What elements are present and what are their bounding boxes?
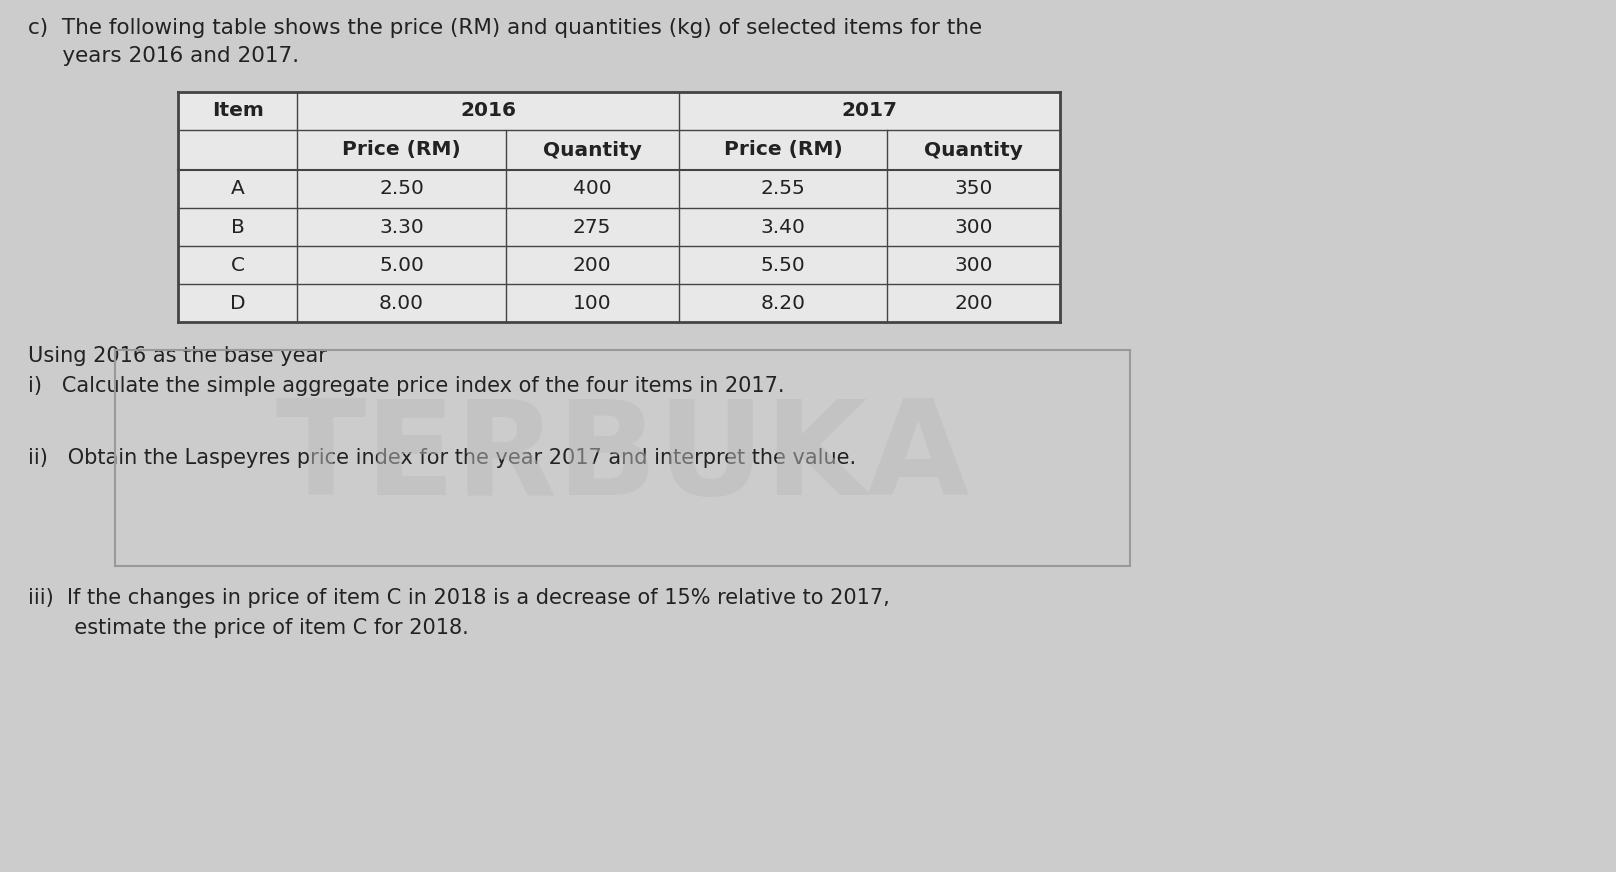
Text: ii)   Obtain the Laspeyres price index for the year 2017 and interpret the value: ii) Obtain the Laspeyres price index for… xyxy=(27,448,856,468)
Text: 300: 300 xyxy=(955,255,992,275)
Text: 350: 350 xyxy=(955,180,992,199)
Text: 275: 275 xyxy=(574,217,611,236)
Text: 5.00: 5.00 xyxy=(380,255,423,275)
Text: Quantity: Quantity xyxy=(924,140,1023,160)
Text: 3.30: 3.30 xyxy=(380,217,423,236)
Text: i)   Calculate the simple aggregate price index of the four items in 2017.: i) Calculate the simple aggregate price … xyxy=(27,376,784,396)
Text: Using 2016 as the base year: Using 2016 as the base year xyxy=(27,346,326,366)
Text: 300: 300 xyxy=(955,217,992,236)
Text: TERBUKA: TERBUKA xyxy=(275,394,970,521)
Text: 2017: 2017 xyxy=(842,101,897,120)
Text: 5.50: 5.50 xyxy=(761,255,805,275)
Text: years 2016 and 2017.: years 2016 and 2017. xyxy=(27,46,299,66)
Text: Quantity: Quantity xyxy=(543,140,642,160)
Text: iii)  If the changes in price of item C in 2018 is a decrease of 15% relative to: iii) If the changes in price of item C i… xyxy=(27,588,890,608)
Text: c)  The following table shows the price (RM) and quantities (kg) of selected ite: c) The following table shows the price (… xyxy=(27,18,983,38)
Text: 100: 100 xyxy=(572,294,611,312)
Bar xyxy=(115,350,1130,566)
Text: Price (RM): Price (RM) xyxy=(343,140,461,160)
Text: A: A xyxy=(231,180,244,199)
Text: 3.40: 3.40 xyxy=(761,217,805,236)
Text: 200: 200 xyxy=(572,255,611,275)
Text: 2.50: 2.50 xyxy=(380,180,423,199)
Text: B: B xyxy=(231,217,244,236)
Text: Price (RM): Price (RM) xyxy=(724,140,842,160)
Text: 8.00: 8.00 xyxy=(380,294,423,312)
Text: Item: Item xyxy=(212,101,263,120)
Text: 8.20: 8.20 xyxy=(761,294,805,312)
Text: 400: 400 xyxy=(572,180,611,199)
Text: C: C xyxy=(231,255,244,275)
Text: 200: 200 xyxy=(955,294,992,312)
Text: D: D xyxy=(229,294,246,312)
Text: 2016: 2016 xyxy=(461,101,516,120)
Bar xyxy=(178,92,1060,322)
Text: estimate the price of item C for 2018.: estimate the price of item C for 2018. xyxy=(27,618,469,638)
Text: 2.55: 2.55 xyxy=(761,180,805,199)
